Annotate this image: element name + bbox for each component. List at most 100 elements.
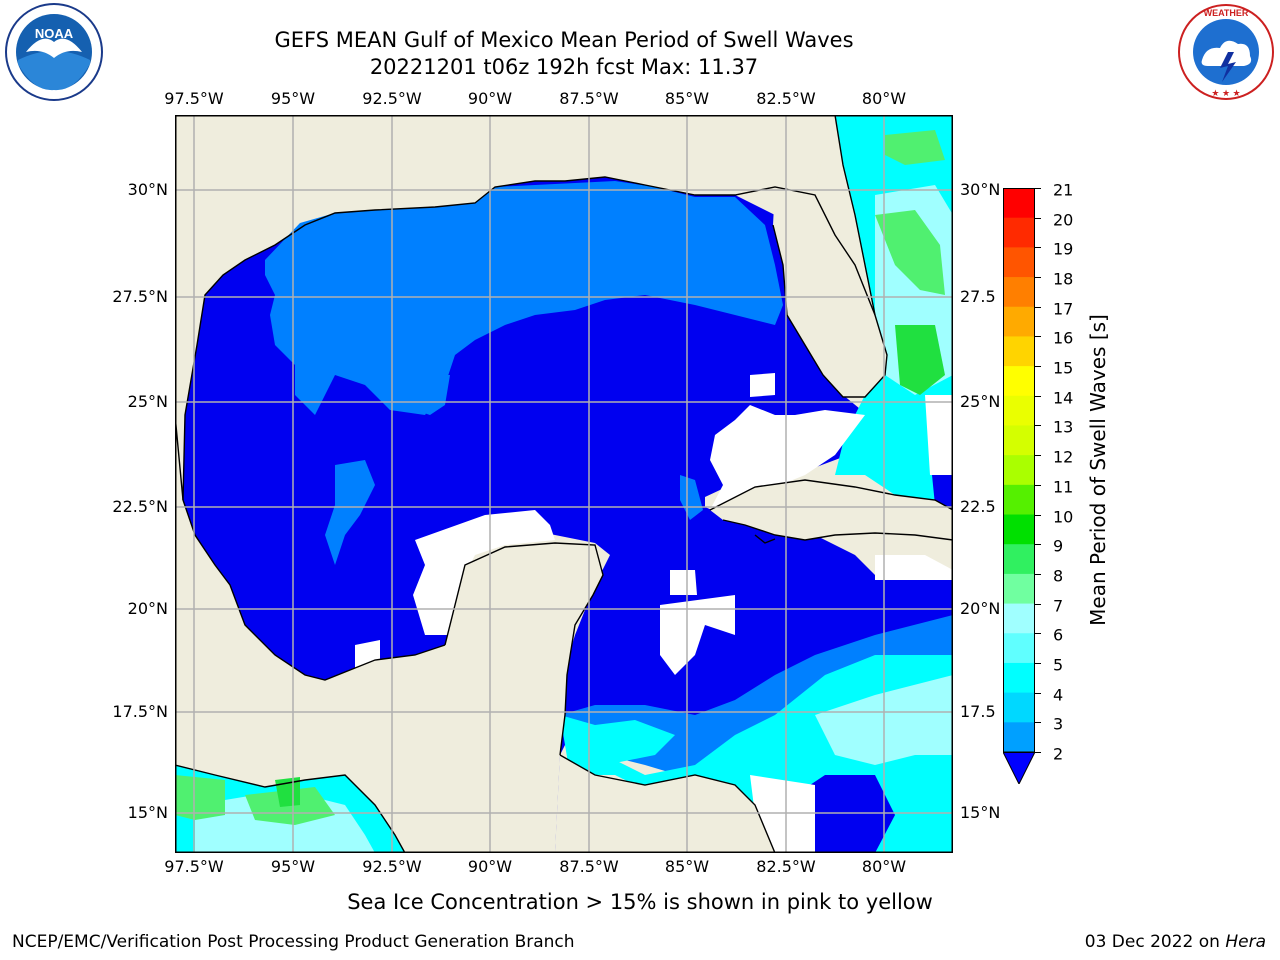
ocean-mid-blob <box>415 375 450 415</box>
lon-label-top: 92.5°W <box>362 89 422 108</box>
colorbar-tick-label: 17 <box>1053 299 1074 319</box>
colorbar-tick-mark <box>1035 217 1041 219</box>
lon-label-bottom: 95°W <box>270 857 316 876</box>
colorbar-tick-mark <box>1035 603 1041 605</box>
colorbar-tick-mark <box>1035 395 1041 397</box>
footer-credit: NCEP/EMC/Verification Post Processing Pr… <box>12 932 575 952</box>
colorbar-tick-label: 5 <box>1053 655 1064 675</box>
colorbar-tick-mark <box>1035 247 1041 249</box>
colorbar-tick-label: 2 <box>1053 744 1064 764</box>
colorbar-segment <box>1003 603 1035 634</box>
colorbar-segment <box>1003 722 1035 753</box>
lon-label-bottom: 90°W <box>467 857 513 876</box>
colorbar-tick-label: 13 <box>1053 417 1074 437</box>
colorbar-tick-label: 21 <box>1053 180 1074 200</box>
colorbar-segment <box>1003 633 1035 664</box>
colorbar-tick-label: 10 <box>1053 507 1074 527</box>
colorbar <box>1002 188 1036 786</box>
sea-ice-note: Sea Ice Concentration > 15% is shown in … <box>347 890 933 914</box>
colorbar-segment <box>1003 455 1035 486</box>
lat-label-right: 15°N <box>960 803 1001 822</box>
lon-label-bottom: 82.5°W <box>756 857 816 876</box>
lat-label-left: 20°N <box>127 599 168 618</box>
lat-label-right: 30°N <box>960 180 1001 199</box>
colorbar-segment <box>1003 544 1035 575</box>
caribbean-deep <box>795 775 895 853</box>
colorbar-segment <box>1003 484 1035 516</box>
lat-label-left: 27.5°N <box>112 287 168 306</box>
map-panel <box>174 114 954 854</box>
colorbar-svg <box>1002 188 1036 786</box>
colorbar-tick-label: 6 <box>1053 625 1064 645</box>
colorbar-segment <box>1003 366 1035 397</box>
footer-date-text: 03 Dec 2022 on <box>1084 932 1226 952</box>
ocean-mid-blob <box>680 475 703 520</box>
no-data-patch <box>660 595 735 675</box>
noaa-logo: NOAA <box>4 2 104 102</box>
lon-label-bottom: 92.5°W <box>362 857 422 876</box>
colorbar-tick-mark <box>1035 336 1041 338</box>
lon-label-top: 87.5°W <box>559 89 619 108</box>
lon-label-top: 80°W <box>861 89 907 108</box>
colorbar-segment <box>1003 188 1035 219</box>
lon-label-top: 85°W <box>664 89 710 108</box>
colorbar-segment <box>1003 573 1035 605</box>
colorbar-segment <box>1003 514 1035 545</box>
colorbar-tick-mark <box>1035 484 1041 486</box>
svg-text:NOAA: NOAA <box>35 26 74 41</box>
colorbar-tick-label: 7 <box>1053 596 1064 616</box>
colorbar-tick-label: 15 <box>1053 358 1074 378</box>
colorbar-tick-mark <box>1035 514 1041 516</box>
colorbar-tick-mark <box>1035 306 1041 308</box>
colorbar-segment <box>1003 247 1035 278</box>
no-data-patch <box>710 405 865 510</box>
lon-label-bottom: 87.5°W <box>559 857 619 876</box>
colorbar-segment <box>1003 277 1035 308</box>
colorbar-tick-mark <box>1035 455 1041 457</box>
no-data-patch <box>750 373 775 397</box>
colorbar-tick-mark <box>1035 752 1041 753</box>
colorbar-tick-label: 14 <box>1053 388 1074 408</box>
lat-label-left: 25°N <box>127 392 168 411</box>
lat-label-right: 17.5 <box>960 702 996 721</box>
no-data-patch <box>925 395 953 475</box>
lat-label-right: 25°N <box>960 392 1001 411</box>
atlantic-green <box>895 325 945 395</box>
colorbar-tick-mark <box>1035 722 1041 724</box>
ocean-mid-north <box>265 181 783 415</box>
colorbar-segment <box>1003 306 1035 337</box>
map-border <box>175 115 953 853</box>
coastlines <box>174 114 954 854</box>
colorbar-tick-label: 9 <box>1053 536 1064 556</box>
atlantic-green <box>885 130 945 165</box>
colorbar-segment <box>1003 662 1035 694</box>
colorbar-tick-label: 11 <box>1053 477 1074 497</box>
lat-label-right: 20°N <box>960 599 1001 618</box>
pacific-green <box>175 775 225 820</box>
map-svg <box>174 114 954 854</box>
lat-label-right: 27.5 <box>960 287 996 306</box>
colorbar-segment <box>1003 425 1035 456</box>
colorbar-tick-mark <box>1035 425 1041 427</box>
colorbar-tick-mark <box>1035 188 1041 189</box>
lon-label-top: 95°W <box>270 89 316 108</box>
lat-label-left: 22.5°N <box>112 497 168 516</box>
lon-label-top: 97.5°W <box>164 89 224 108</box>
land-central-america <box>555 755 775 853</box>
svg-text:WEATHER: WEATHER <box>1204 8 1249 18</box>
colorbar-outline <box>1003 188 1035 753</box>
ocean-mid-blob <box>325 460 375 565</box>
colorbar-tick-label: 16 <box>1053 328 1074 348</box>
no-data-patch <box>875 555 953 580</box>
footer-machine: Hera <box>1225 932 1266 952</box>
colorbar-label: Mean Period of Swell Waves [s] <box>1086 314 1110 626</box>
colorbar-segment <box>1003 336 1035 367</box>
nws-logo: WEATHER ★ ★ ★ <box>1176 2 1276 102</box>
gridlines <box>175 115 953 853</box>
colorbar-tick-label: 19 <box>1053 239 1074 259</box>
colorbar-tick-mark <box>1035 633 1041 635</box>
lon-label-top: 82.5°W <box>756 89 816 108</box>
colorbar-tick-label: 8 <box>1053 566 1064 586</box>
chart-title: GEFS MEAN Gulf of Mexico Mean Period of … <box>274 28 854 52</box>
colorbar-tick-mark <box>1035 662 1041 664</box>
